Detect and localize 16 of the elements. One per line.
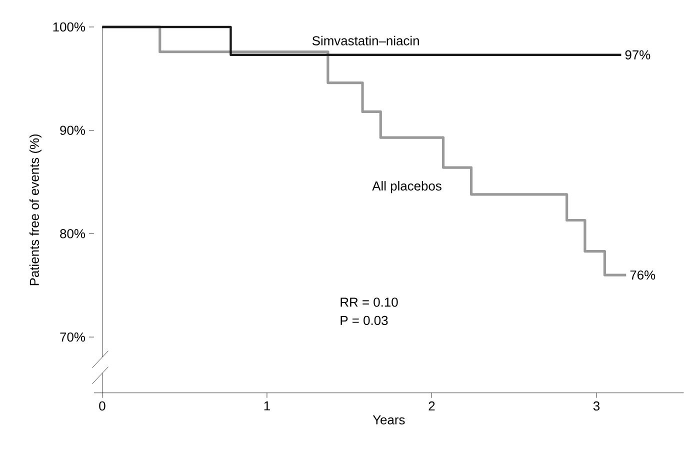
annotation: RR = 0.10 — [340, 298, 398, 307]
y-tick-label: 70% — [60, 332, 85, 342]
series-label: All placebos — [372, 181, 442, 194]
x-tick-label: 1 — [264, 401, 270, 410]
data-label: 97% — [625, 50, 650, 60]
y-tick-label: 90% — [60, 126, 85, 135]
x-tick-label: 2 — [428, 401, 435, 410]
y-axis-title: Patients free of events (%) — [29, 134, 42, 286]
y-tick-label: 100% — [53, 22, 85, 32]
series-label: Simvastatin–niacin — [312, 36, 419, 46]
data-label: 76% — [630, 270, 656, 280]
y-tick-label: 80% — [60, 229, 85, 238]
x-tick-label: 3 — [593, 401, 600, 411]
x-tick-label: 0 — [99, 401, 106, 411]
x-axis-title: Years — [372, 415, 405, 424]
annotation: P = 0.03 — [340, 316, 388, 326]
